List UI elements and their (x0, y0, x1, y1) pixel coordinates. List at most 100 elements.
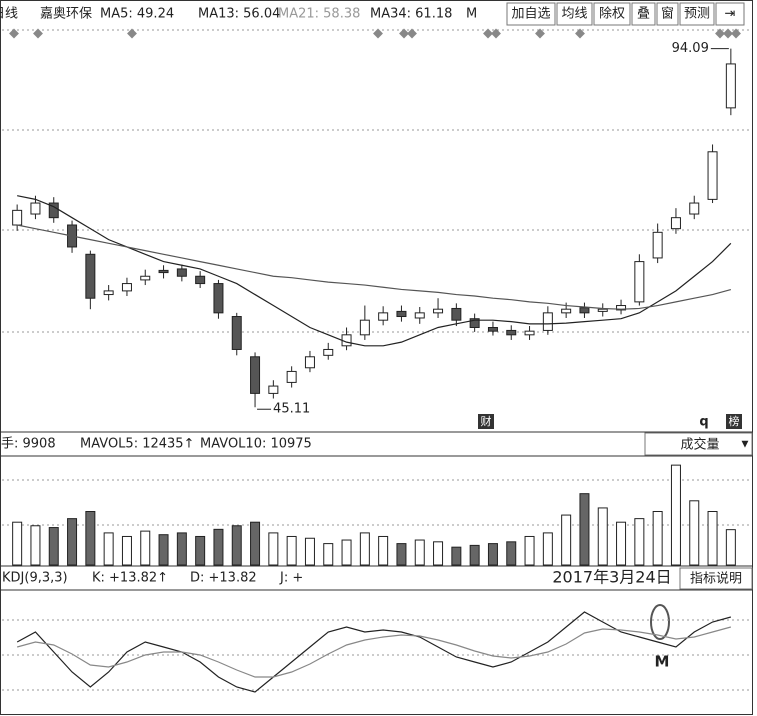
volume-bar (140, 530, 151, 566)
volume-bar (30, 525, 41, 566)
ma-legend: MA13: 56.04 (198, 7, 280, 22)
marker-label: M (655, 653, 670, 671)
candle-body (433, 308, 444, 314)
toolbar-button-label[interactable]: 除权 (599, 6, 625, 22)
volume-bar (12, 521, 23, 566)
candle-body (359, 319, 370, 336)
candle-body (268, 385, 279, 394)
toolbar-button-label[interactable]: 叠 (637, 7, 650, 22)
volume-bar (158, 534, 169, 566)
candle-body (561, 308, 572, 314)
highlight-ellipse (650, 604, 670, 640)
candle-body (652, 231, 663, 259)
candle-body (250, 356, 261, 394)
toolbar-button[interactable] (593, 2, 631, 26)
candle-body (140, 275, 151, 281)
toolbar-button[interactable] (631, 2, 656, 26)
volume-bar (689, 500, 700, 566)
kdj-header-item: K: +13.82↑ (92, 571, 168, 586)
volume-bar (286, 535, 297, 566)
candle-body (85, 253, 96, 299)
volume-bar (304, 537, 315, 566)
volume-bar (451, 546, 462, 566)
volume-bar (378, 535, 389, 566)
toolbar-button-label[interactable]: 预测 (684, 7, 710, 22)
ma-legend: M (466, 7, 477, 22)
candle-body (158, 269, 169, 274)
signal-diamond (127, 28, 137, 39)
volume-bar (176, 532, 187, 566)
help-button-label[interactable]: 指标说明 (690, 572, 742, 587)
candle-body (323, 348, 334, 356)
candle-body (689, 202, 700, 215)
volume-bar (359, 532, 370, 566)
toolbar-button[interactable] (556, 2, 593, 26)
signal-diamond (575, 28, 585, 39)
candle-body (579, 307, 590, 314)
toolbar-button-label[interactable]: 窗 (661, 6, 674, 22)
candle-body (707, 151, 718, 200)
candle-body (121, 283, 132, 292)
toolbar-button[interactable] (506, 2, 556, 26)
event-badge-label: 财 (481, 414, 492, 428)
volume-bar (487, 543, 498, 566)
candle-body (542, 312, 553, 331)
toolbar-button[interactable] (679, 2, 715, 26)
date-label: 2017年3月24日 (552, 568, 671, 587)
volume-bar (707, 511, 718, 566)
volume-bar (250, 521, 261, 566)
volume-bar (341, 539, 352, 566)
ma-legend: MA5: 49.24 (100, 7, 174, 22)
event-badge-label: 榜 (729, 414, 740, 428)
volume-bar (323, 543, 334, 566)
dropdown[interactable] (644, 432, 753, 456)
event-label: q (699, 415, 708, 430)
help-button[interactable] (679, 567, 753, 590)
candle-body (176, 268, 187, 277)
candle-body (48, 202, 59, 219)
volume-bar (670, 464, 681, 566)
candle-body (597, 308, 608, 312)
candle-body (286, 370, 297, 383)
candle-body (469, 318, 480, 329)
volume-header-item: MAVOL10: 10975 (200, 437, 312, 452)
dropdown-arrow[interactable]: ▼ (742, 440, 749, 450)
volume-bar (579, 493, 590, 566)
candle-body (725, 63, 736, 109)
candle-body (30, 202, 41, 215)
volume-bar (652, 511, 663, 566)
indicator-line (17, 195, 732, 347)
candle-body (524, 330, 535, 336)
volume-header-item: 总手: 9908 (0, 437, 56, 452)
volume-bar (48, 527, 59, 566)
volume-bar (597, 507, 608, 566)
ma-legend: MA34: 61.18 (370, 7, 452, 22)
toolbar-button[interactable] (656, 2, 679, 26)
candle-body (670, 217, 681, 230)
volume-bar (121, 535, 132, 566)
candle-body (396, 310, 407, 318)
volume-bar (67, 518, 78, 566)
ma-legend: MA21: 58.38 (278, 7, 360, 22)
toolbar-button-label[interactable]: ⇥ (725, 7, 736, 22)
dropdown-label[interactable]: 成交量 (680, 437, 719, 453)
indicator-line (16, 611, 732, 693)
candle-body (195, 275, 206, 285)
volume-bar (396, 543, 407, 566)
candle-body (12, 209, 23, 226)
volume-bar (195, 535, 206, 566)
toolbar-button[interactable] (715, 2, 745, 26)
toolbar-button-label[interactable]: 均线 (561, 7, 587, 22)
candle-body (304, 356, 315, 369)
volume-bar (542, 532, 553, 566)
volume-bar (616, 521, 627, 566)
volume-bar (524, 535, 535, 566)
volume-bar (85, 511, 96, 566)
volume-bar (103, 532, 114, 566)
volume-bar (414, 539, 425, 566)
volume-bar (506, 541, 517, 566)
signal-diamond (715, 28, 725, 39)
toolbar-button-label[interactable]: 加自选 (511, 7, 550, 22)
candle-body (634, 261, 645, 303)
